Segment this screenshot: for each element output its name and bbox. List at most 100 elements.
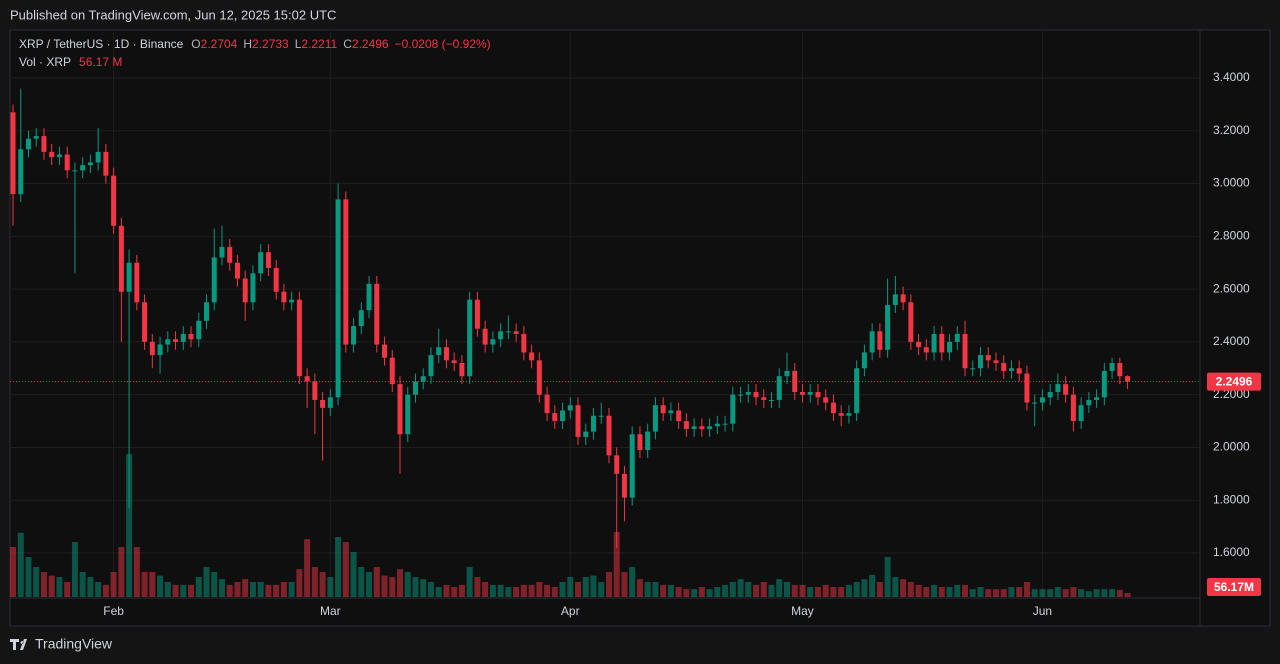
volume-bar — [164, 582, 171, 597]
candle-body — [304, 376, 310, 382]
volume-bar — [853, 582, 860, 597]
legend-value: 2.2211 — [301, 37, 337, 51]
volume-bar — [273, 584, 280, 597]
candle-body — [916, 341, 922, 348]
candle-body — [490, 339, 496, 345]
volume-bar — [768, 584, 775, 597]
volume-bar — [249, 582, 256, 597]
volume-bar — [474, 577, 481, 597]
candle-body — [467, 299, 473, 377]
candle-body — [273, 268, 279, 292]
y-tick-label: 3.4000 — [1213, 70, 1250, 84]
candle-body — [691, 426, 697, 429]
volume-bar — [745, 582, 752, 597]
volume-legend: Vol · XRP 56.17 M — [19, 55, 122, 69]
candle-body — [103, 151, 109, 176]
volume-bar — [590, 575, 597, 597]
volume-bar — [234, 582, 241, 597]
volume-bar — [1047, 589, 1054, 597]
candle-body — [173, 339, 179, 342]
volume-bar — [211, 572, 218, 597]
volume-bar — [141, 572, 148, 597]
volume-bar — [753, 584, 760, 597]
volume-bar — [876, 582, 883, 597]
volume-bar — [25, 557, 32, 597]
volume-bar — [830, 587, 837, 597]
volume-bar — [342, 542, 349, 597]
volume-bar — [466, 567, 473, 597]
candle-body — [660, 405, 666, 414]
y-tick-label: 2.8000 — [1213, 229, 1250, 243]
candle-body — [436, 347, 442, 356]
volume-bar — [1124, 592, 1131, 597]
volume-bar — [621, 572, 628, 597]
volume-bar — [861, 579, 868, 597]
volume-bar — [358, 567, 365, 597]
chart-panel — [9, 29, 1271, 627]
candle-body — [606, 415, 612, 456]
candle-body — [142, 302, 148, 342]
volume-bar — [56, 577, 63, 597]
candle-body — [49, 151, 55, 158]
candle-body — [1086, 399, 1092, 406]
published-note: Published on TradingView.com, Jun 12, 20… — [10, 7, 336, 22]
volume-bar — [652, 582, 659, 597]
volume-badge — [1207, 578, 1261, 596]
volume-bar — [776, 579, 783, 597]
volume-bar — [350, 552, 357, 597]
y-tick-label: 2.6000 — [1213, 281, 1250, 295]
volume-bar — [1039, 589, 1046, 597]
x-tick-label: May — [791, 604, 814, 618]
candle-body — [227, 246, 233, 263]
volume-bar — [95, 582, 102, 597]
candle-body — [683, 421, 689, 429]
candle-body — [10, 112, 16, 195]
candle-body — [459, 363, 465, 377]
volume-bar — [497, 584, 504, 597]
volume-bar — [373, 567, 380, 597]
volume-bar — [79, 572, 86, 597]
candle-body — [397, 384, 403, 435]
candles — [10, 88, 1131, 548]
candle-body — [885, 304, 891, 350]
volume-bar — [660, 584, 667, 597]
candle-body — [1032, 402, 1038, 404]
x-tick-label: Apr — [561, 604, 580, 618]
volume-bar — [714, 587, 721, 597]
candle-body — [993, 360, 999, 363]
volume-bar — [992, 589, 999, 597]
y-tick-label: 2.4000 — [1213, 334, 1250, 348]
candle-body — [823, 397, 829, 403]
candle-body — [87, 162, 93, 166]
candle-body — [529, 352, 535, 361]
candle-body — [482, 328, 488, 345]
volume-bar — [451, 587, 458, 597]
candle-body — [614, 455, 620, 474]
legend-key: H — [243, 37, 252, 51]
candle-body — [784, 370, 790, 377]
candle-body — [598, 415, 604, 417]
candle-body — [970, 368, 976, 370]
volume-bar — [157, 575, 164, 597]
candle-body — [807, 392, 813, 395]
candle-body — [382, 344, 388, 358]
candle-body — [1008, 368, 1014, 371]
volume-bars — [10, 454, 1131, 597]
candle-body — [714, 423, 720, 427]
candle-body — [1125, 376, 1131, 382]
candle-body — [118, 225, 124, 292]
candle-body — [745, 392, 751, 395]
candle-body — [1016, 368, 1022, 374]
legend-change: −0.0208 (−0.92%) — [395, 37, 491, 51]
candle-body — [258, 252, 264, 274]
candle-body — [652, 405, 658, 432]
candle-body — [420, 376, 426, 382]
candle-body — [954, 333, 960, 342]
candle-body — [250, 273, 256, 303]
candle-body — [72, 170, 78, 172]
logo-icon — [10, 639, 27, 650]
candle-body — [776, 376, 782, 400]
volume-bar — [567, 577, 574, 597]
volume-bar — [784, 582, 790, 597]
